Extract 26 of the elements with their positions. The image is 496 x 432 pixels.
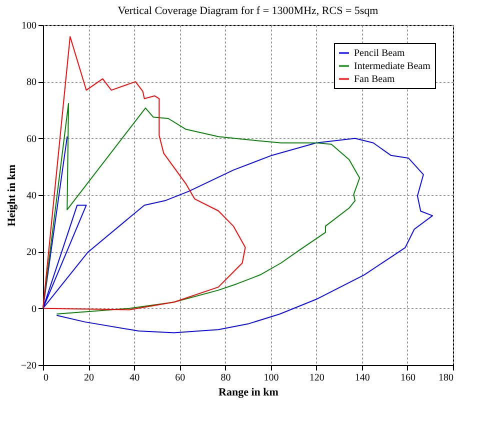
x-tick-label: 180 — [438, 372, 454, 384]
y-tick-label: 60 — [26, 134, 36, 145]
legend-label: Fan Beam — [354, 74, 396, 85]
chart-title: Vertical Coverage Diagram for f = 1300MHz, RCS = 5sqm — [118, 5, 379, 17]
x-tick-label: 100 — [264, 372, 279, 384]
legend-label: Pencil Beam — [354, 48, 406, 59]
x-axis-title: Range in km — [218, 386, 278, 398]
y-tick-label: −20 — [20, 360, 36, 372]
y-tick-label: 40 — [26, 190, 36, 202]
line-series — [42, 36, 246, 310]
x-tick-label: 40 — [130, 372, 140, 384]
y-tick-label: 0 — [32, 304, 36, 315]
y-tick-label: 100 — [22, 20, 36, 32]
x-tick-label: 60 — [175, 372, 186, 384]
y-tick-label: 20 — [26, 247, 36, 258]
y-tick-label: 80 — [26, 77, 36, 88]
x-tick-label: 160 — [400, 372, 416, 384]
x-tick-label: 140 — [354, 372, 370, 384]
legend-label: Intermediate Beam — [354, 61, 431, 72]
line-series — [42, 102, 360, 314]
y-axis-title: Height in km — [6, 164, 18, 226]
x-tick-label: 0 — [44, 372, 48, 384]
x-tick-label: 120 — [309, 372, 324, 384]
x-tick-label: 80 — [220, 372, 231, 384]
line-series — [42, 136, 433, 334]
x-tick-label: 20 — [84, 372, 94, 384]
